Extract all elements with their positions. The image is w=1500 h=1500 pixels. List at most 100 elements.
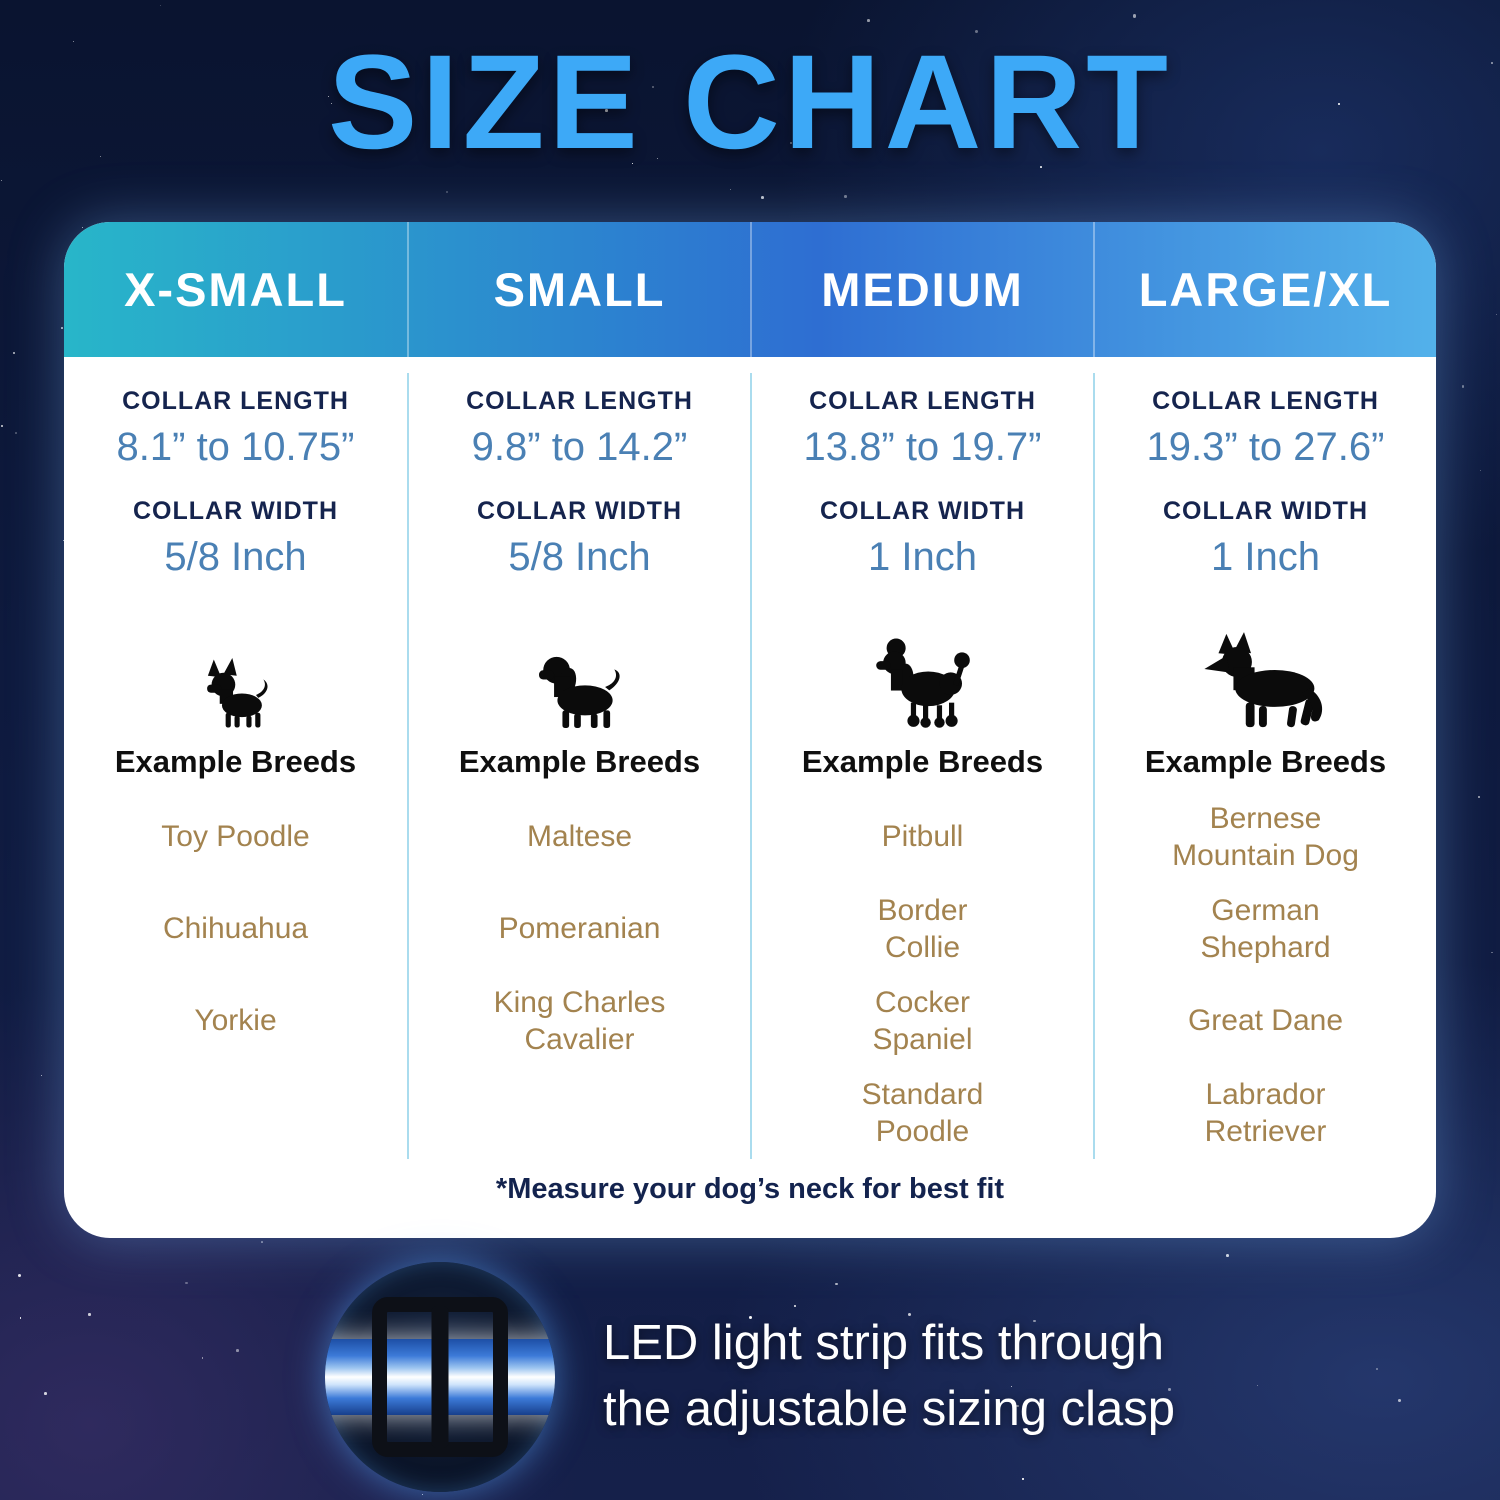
star	[1491, 951, 1493, 954]
star	[651, 85, 654, 89]
star	[0, 180, 2, 182]
collar-length-section: COLLAR LENGTH 13.8” to 19.7”	[804, 373, 1042, 483]
star	[605, 109, 608, 112]
star	[1461, 385, 1465, 388]
star	[748, 1315, 752, 1319]
collar-length-label: COLLAR LENGTH	[122, 386, 349, 415]
star	[236, 1348, 239, 1352]
collar-width-value: 5/8 Inch	[508, 534, 651, 579]
star	[1040, 166, 1042, 168]
size-columns: COLLAR LENGTH 8.1” to 10.75” COLLAR WIDT…	[64, 357, 1436, 1159]
breed-item: Standard Poodle	[861, 1077, 984, 1149]
star	[1022, 1478, 1024, 1480]
collar-length-value: 13.8” to 19.7”	[803, 424, 1042, 469]
star	[1167, 1388, 1171, 1391]
size-column-large-xl: COLLAR LENGTH 19.3” to 27.6” COLLAR WIDT…	[1093, 373, 1436, 1159]
star	[657, 157, 659, 159]
page-title: SIZE CHART	[328, 28, 1172, 177]
star	[421, 1494, 423, 1496]
example-breeds-label: Example Breeds	[458, 744, 701, 779]
star	[44, 1392, 47, 1395]
breed-item: Pitbull	[881, 820, 964, 854]
star	[1256, 1384, 1259, 1387]
size-chart-card: X-SMALL SMALL MEDIUM LARGE/XL COLLAR LEN…	[64, 222, 1436, 1238]
collar-width-section: COLLAR WIDTH 5/8 Inch	[477, 483, 682, 593]
size-header-small: SMALL	[407, 222, 750, 357]
sizing-clasp-icon	[371, 1297, 508, 1457]
size-column-xsmall: COLLAR LENGTH 8.1” to 10.75” COLLAR WIDT…	[64, 373, 407, 1159]
star	[908, 1312, 912, 1316]
star	[100, 155, 102, 158]
breed-list: Maltese Pomeranian King Charles Cavalier	[494, 791, 666, 1067]
breed-item: Pomeranian	[498, 912, 661, 946]
star	[1375, 1367, 1379, 1371]
star	[1338, 103, 1340, 105]
star	[793, 1304, 797, 1308]
star	[88, 1313, 91, 1316]
collar-length-label: COLLAR LENGTH	[1152, 386, 1379, 415]
collar-width-label: COLLAR WIDTH	[132, 496, 339, 525]
led-strip-callout: LED light strip fits through the adjusta…	[0, 1262, 1500, 1492]
star	[761, 196, 765, 200]
collar-width-label: COLLAR WIDTH	[1162, 496, 1369, 525]
star	[867, 19, 870, 22]
collar-width-section: COLLAR WIDTH 5/8 Inch	[133, 483, 338, 593]
breed-item: Yorkie	[194, 1004, 277, 1038]
star	[0, 424, 3, 427]
star	[73, 41, 74, 42]
collar-length-section: COLLAR LENGTH 8.1” to 10.75”	[117, 373, 355, 483]
collar-width-value: 1 Inch	[1211, 534, 1320, 579]
star	[1010, 1386, 1012, 1387]
breed-list: Pitbull Border Collie Cocker Spaniel Sta…	[862, 791, 984, 1159]
collar-length-value: 19.3” to 27.6”	[1146, 424, 1385, 469]
size-header-band: X-SMALL SMALL MEDIUM LARGE/XL	[64, 222, 1436, 357]
collar-width-label: COLLAR WIDTH	[819, 496, 1026, 525]
size-header-large-xl: LARGE/XL	[1093, 222, 1436, 357]
star	[330, 103, 333, 105]
breed-item: Cocker Spaniel	[872, 985, 973, 1057]
measure-footnote: *Measure your dog’s neck for best fit	[495, 1173, 1005, 1205]
star	[159, 5, 161, 7]
star	[445, 191, 448, 194]
size-header-xsmall: X-SMALL	[124, 263, 347, 316]
star	[1226, 1253, 1230, 1257]
star	[790, 142, 793, 145]
breed-item: German Shephard	[1200, 893, 1331, 965]
star	[1016, 1404, 1020, 1408]
example-breeds-label: Example Breeds	[1144, 744, 1387, 779]
star	[61, 326, 63, 329]
collar-width-section: COLLAR WIDTH 1 Inch	[1163, 483, 1368, 593]
star	[40, 1074, 42, 1076]
collar-width-label: COLLAR WIDTH	[476, 496, 683, 525]
star	[1397, 1398, 1401, 1402]
led-caption: LED light strip fits through the adjusta…	[603, 1311, 1175, 1442]
breed-item: Great Dane	[1187, 1004, 1344, 1038]
star	[1496, 314, 1498, 316]
breed-item: King Charles Cavalier	[493, 985, 666, 1057]
star	[844, 195, 847, 198]
size-column-medium: COLLAR LENGTH 13.8” to 19.7” COLLAR WIDT…	[750, 373, 1093, 1159]
star	[82, 226, 84, 229]
collar-width-value: 1 Inch	[868, 534, 977, 579]
breed-item: Bernese Mountain Dog	[1172, 801, 1359, 873]
collar-clasp-photo	[324, 1262, 555, 1492]
star	[1116, 1347, 1118, 1350]
collar-width-value: 5/8 Inch	[164, 534, 307, 579]
star	[18, 1273, 22, 1278]
collar-length-section: COLLAR LENGTH 19.3” to 27.6”	[1147, 373, 1385, 483]
star	[631, 162, 633, 164]
collar-length-label: COLLAR LENGTH	[466, 386, 693, 415]
star	[876, 1332, 879, 1335]
star	[201, 1357, 204, 1360]
star	[261, 1241, 264, 1244]
collar-width-section: COLLAR WIDTH 1 Inch	[820, 483, 1025, 593]
breed-list: Toy Poodle Chihuahua Yorkie	[161, 791, 309, 1067]
size-header-medium: MEDIUM	[750, 222, 1093, 357]
breed-item: Chihuahua	[162, 912, 309, 946]
size-column-small: COLLAR LENGTH 9.8” to 14.2” COLLAR WIDTH…	[407, 373, 750, 1159]
star	[975, 30, 979, 34]
example-breeds-label: Example Breeds	[801, 744, 1044, 779]
star	[15, 432, 18, 434]
star	[1479, 469, 1481, 471]
breed-item: Labrador Retriever	[1204, 1077, 1327, 1149]
